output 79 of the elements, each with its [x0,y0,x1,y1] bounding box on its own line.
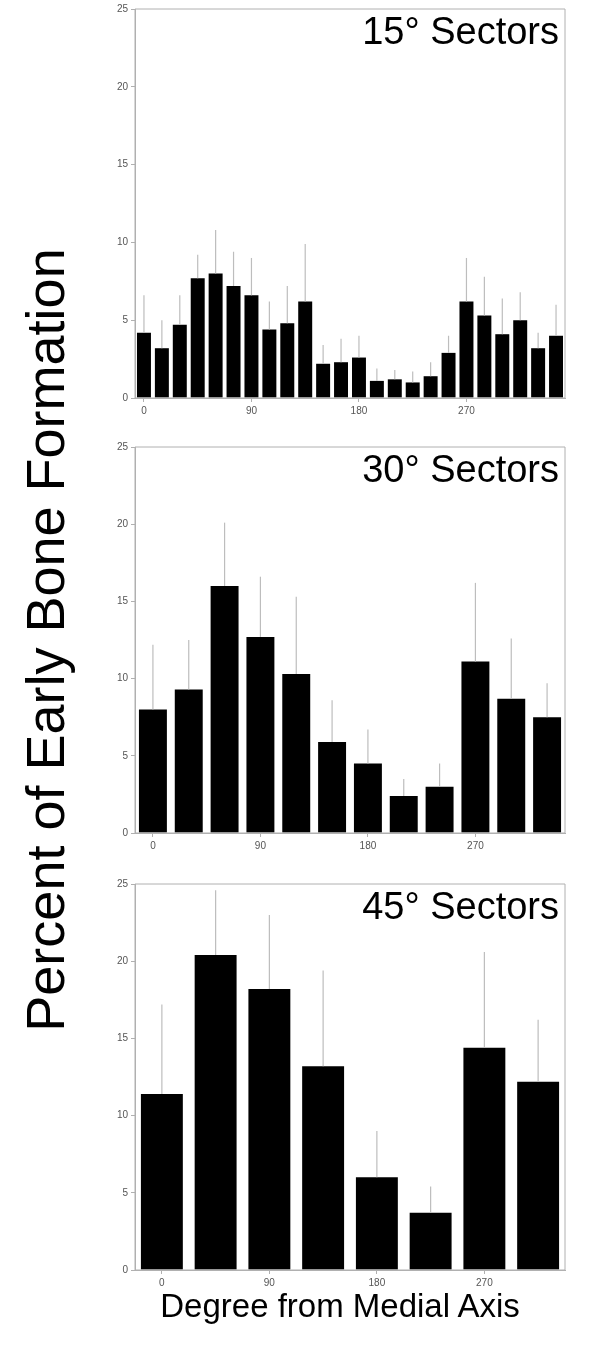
bar [461,661,490,833]
y-tick-label: 15 [116,158,129,170]
y-tick-label: 5 [122,313,129,325]
bar [280,323,295,398]
bar [318,741,347,833]
bar [425,786,454,833]
y-tick-label: 5 [122,749,129,761]
y-tick-label: 25 [116,877,129,889]
bar [531,348,546,398]
bar [154,348,169,398]
y-tick-label: 15 [116,1032,129,1044]
x-tick-label: 90 [245,404,258,416]
x-tick-label: 180 [350,404,368,416]
bar [549,335,564,398]
bar [298,301,313,398]
bar [423,376,438,398]
bar [190,278,205,398]
y-tick-label: 0 [122,826,129,838]
y-tick-label: 10 [116,236,129,248]
bar [369,380,384,398]
bar [174,689,203,833]
bar [194,955,237,1270]
x-tick-label: 180 [368,1276,386,1288]
x-tick-label: 270 [476,1276,494,1288]
y-tick-label: 20 [116,517,129,529]
bar [495,334,510,398]
y-axis-title: Percent of Early Bone Formation [14,248,76,1032]
bar [244,295,259,398]
bar [459,301,474,398]
bar [405,382,420,398]
chart-title: 30° Sectors [362,448,559,491]
bar [533,717,562,833]
x-tick-label: 0 [141,404,148,416]
y-tick-label: 20 [116,80,129,92]
y-tick-label: 0 [122,391,129,403]
bar [334,362,349,398]
bar [208,273,223,398]
bar [282,673,311,833]
bar [210,585,239,833]
y-tick-label: 20 [116,954,129,966]
y-tick-label: 10 [116,672,129,684]
bar [351,357,366,398]
chart-title: 45° Sectors [362,885,559,928]
x-tick-label: 0 [150,839,157,851]
bar [316,363,331,398]
x-tick-label: 90 [263,1276,276,1288]
bar [409,1212,452,1270]
y-tick-label: 15 [116,595,129,607]
y-tick-label: 25 [116,440,129,452]
bar [513,320,528,398]
x-axis-title: Degree from Medial Axis [159,1287,521,1325]
y-tick-label: 10 [116,1109,129,1121]
bar [353,763,382,833]
chart-title: 15° Sectors [362,10,559,53]
y-tick-label: 5 [122,1186,129,1198]
bar [517,1081,560,1270]
bar [441,352,456,398]
bar [302,1066,345,1270]
bar [136,332,151,398]
y-tick-label: 25 [116,2,129,14]
bar [172,324,187,398]
bar [355,1177,398,1270]
bar [138,709,167,833]
bar [497,698,526,833]
x-tick-label: 270 [458,404,476,416]
x-tick-label: 270 [467,839,485,851]
x-tick-label: 0 [159,1276,166,1288]
bar [248,988,291,1270]
bar [246,636,275,833]
bar [463,1047,506,1270]
bar [140,1093,183,1270]
bar [389,795,418,833]
x-tick-label: 90 [254,839,267,851]
bar [477,315,492,398]
bar [226,285,241,398]
x-tick-label: 180 [359,839,377,851]
y-tick-label: 0 [122,1263,129,1275]
bar [387,379,402,398]
bar [262,329,277,398]
